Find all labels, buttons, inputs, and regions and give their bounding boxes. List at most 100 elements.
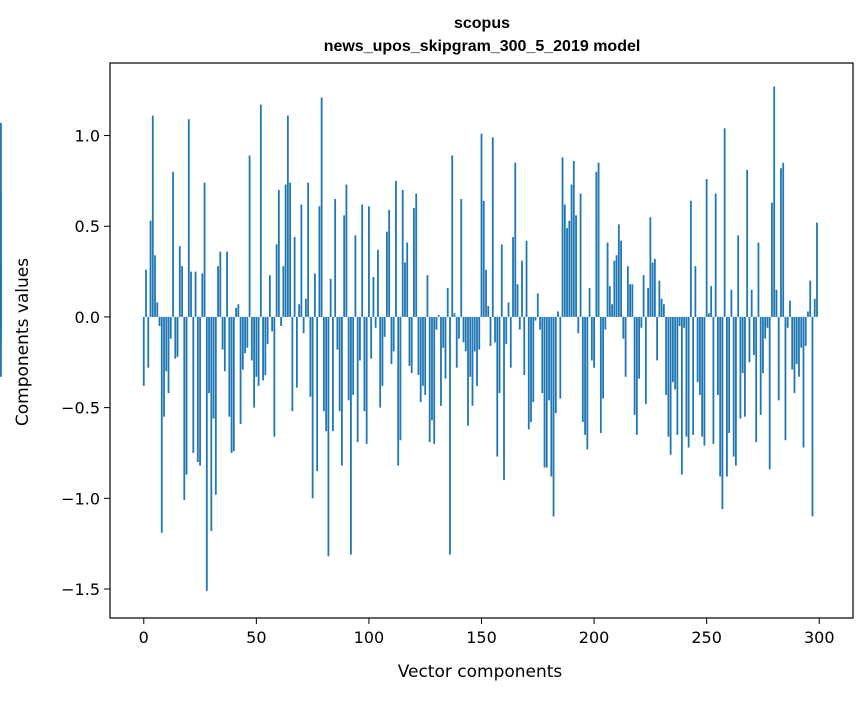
bar-175 [536,293,539,317]
bar-199 [590,316,593,361]
bar-270 [750,289,753,317]
bar-119 [410,316,413,374]
bar-75 [311,316,314,499]
bar-53 [262,316,264,381]
bar-255 [717,316,719,395]
y-tick-label-5: 1.0 [75,127,100,146]
bar-173 [532,316,535,403]
bar-25 [199,316,201,466]
bar-61 [280,316,283,326]
bar-246 [696,316,699,383]
bar-21 [190,271,192,317]
bar-96 [359,316,361,361]
bar-182 [552,316,555,517]
bar-237 [676,316,679,435]
bar-249 [703,316,706,446]
bar-191 [572,160,575,317]
bar-10 [165,316,168,372]
bar-112 [395,180,397,317]
bar-63 [284,184,287,317]
bar-108 [386,231,388,317]
bar-116 [404,262,406,317]
bar-299 [816,222,818,317]
x-axis-ticks: 0 50 100 150 200 250 300 [139,618,835,647]
bar-157 [496,316,499,457]
bar-281 [775,289,778,317]
bar-266 [741,316,744,374]
bar-148 [476,316,478,386]
bar-89 [343,215,346,317]
bar-47 [248,155,251,317]
bar-272 [755,316,758,443]
bar-37 [226,251,228,317]
bar-70 [300,204,303,317]
bar-284 [782,162,785,317]
bar-0 [142,316,145,386]
bar-238 [678,316,681,326]
bar-187 [563,204,566,317]
x-tick-label-50: 50 [246,628,266,647]
bar-292 [800,316,803,348]
bar-209 [613,260,616,317]
bar-211 [617,224,620,317]
bar-291 [798,316,800,377]
bar-82 [327,316,330,557]
bar-88 [341,316,343,466]
bar-117 [406,242,409,317]
bar-130 [435,316,438,330]
bar-41 [235,307,237,317]
bar-72 [304,298,307,317]
bar-276 [764,316,767,339]
bar-3 [149,220,152,317]
bar-11 [167,316,170,394]
bar-67 [293,237,296,317]
bar-223 [644,316,647,404]
bar-118 [408,316,411,366]
bar-131 [437,315,440,317]
bar-140 [458,316,460,339]
bar-278 [768,316,771,470]
bar-28 [205,316,208,591]
bar-235 [671,316,674,383]
bar-51 [257,316,260,386]
bar-165 [514,162,517,317]
bar-22 [192,316,195,453]
bar-170 [525,240,528,317]
bar-132 [440,316,442,406]
bar-32 [214,316,217,495]
bar-73 [307,182,310,317]
bar-56 [268,275,271,317]
bar-247 [699,316,701,395]
bar-298 [813,298,816,317]
y-tick-label-1: −1.0 [61,489,100,508]
bar-189 [568,220,571,317]
bar-184 [557,311,559,317]
bar-98 [363,316,366,412]
bar-194 [579,193,582,317]
bar-12 [169,316,172,339]
x-tick-label-250: 250 [691,628,722,647]
bar-264 [737,235,740,317]
bar-125 [424,316,427,395]
bar-45 [244,316,246,354]
bar-251 [708,313,710,317]
x-tick-label-150: 150 [466,628,497,647]
bar-122 [417,316,420,375]
bar-141 [460,199,463,317]
bar-6 [156,302,159,317]
bar-undefined [0,316,2,332]
bar-60 [277,189,280,317]
bar-65 [289,182,292,317]
x-tick-label-0: 0 [139,628,149,647]
bar-215 [626,266,629,317]
bar-110 [390,316,393,365]
bar-86 [336,316,339,350]
bar-154 [489,316,492,346]
bar-236 [674,316,677,390]
bar-54 [264,316,267,375]
bar-97 [361,204,364,317]
bar-261 [730,289,733,317]
bar-269 [748,316,751,363]
